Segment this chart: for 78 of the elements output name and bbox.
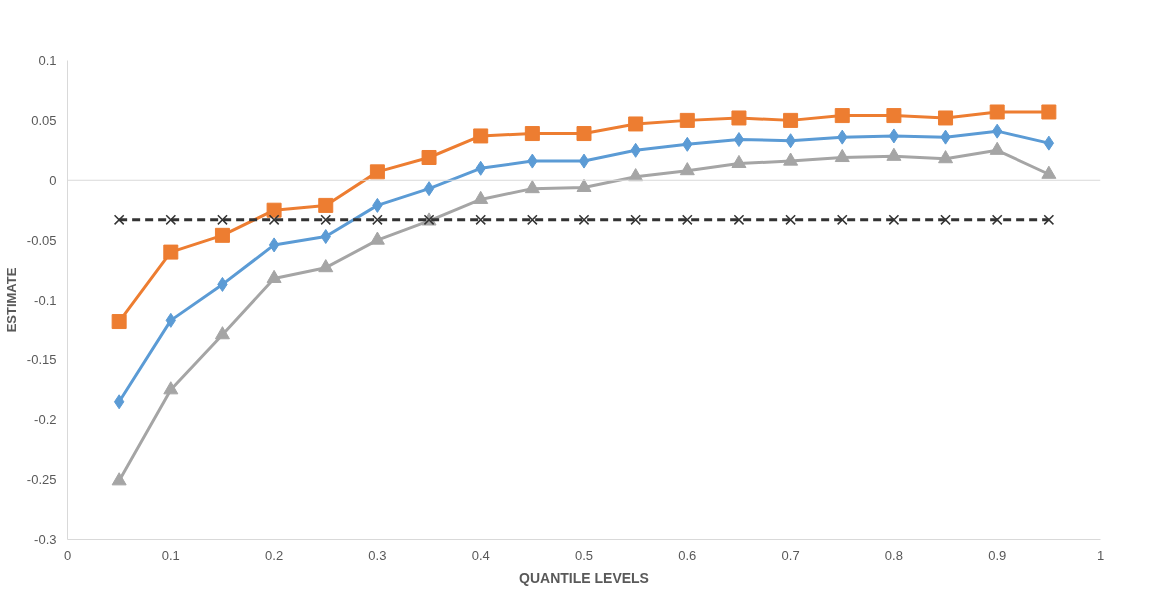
- x-tick-label: 0.2: [265, 547, 284, 563]
- point: [679, 112, 695, 128]
- y-tick-label: -0.25: [26, 472, 57, 488]
- point: [266, 269, 282, 283]
- point: [733, 214, 745, 226]
- x-tick-label: 0: [63, 547, 72, 563]
- x-tick-label: 0.9: [988, 547, 1007, 563]
- point: [214, 227, 230, 243]
- point: [113, 394, 125, 410]
- point: [318, 259, 334, 273]
- x-tick-label: 0.6: [678, 547, 697, 563]
- point: [266, 202, 282, 218]
- point: [731, 110, 747, 126]
- point: [578, 214, 590, 226]
- point: [1043, 135, 1055, 151]
- x-tick-label: 0.3: [368, 547, 387, 563]
- point: [733, 132, 745, 148]
- x-tick-label: 0.5: [574, 547, 594, 563]
- point: [113, 214, 125, 226]
- y-tick-label: 0.1: [38, 53, 57, 68]
- x-tick-label: 0.1: [161, 547, 180, 563]
- point: [473, 128, 489, 144]
- point: [372, 214, 383, 226]
- point: [836, 214, 848, 226]
- x-axis-title: QUANTILE LEVELS: [519, 569, 649, 586]
- point: [163, 244, 179, 260]
- point: [630, 214, 641, 226]
- y-tick-label: -0.2: [34, 412, 57, 428]
- x-tick-label: 0.7: [781, 547, 800, 563]
- point: [886, 108, 902, 124]
- point: [111, 472, 127, 486]
- point: [475, 214, 487, 226]
- y-tick-label: 0: [49, 172, 57, 188]
- point: [524, 180, 540, 194]
- point: [369, 164, 385, 180]
- x-tick-label: 1: [1096, 547, 1105, 563]
- point: [165, 214, 177, 226]
- point: [576, 126, 592, 142]
- point: [268, 237, 280, 253]
- point: [163, 381, 179, 395]
- point: [989, 104, 1005, 120]
- point: [1041, 104, 1057, 120]
- x-tick-label: 0.4: [471, 547, 490, 563]
- point: [888, 214, 900, 226]
- point: [679, 162, 695, 176]
- point: [111, 314, 127, 330]
- point: [320, 214, 332, 226]
- point: [834, 108, 850, 124]
- y-tick-label: -0.3: [34, 532, 57, 547]
- point: [783, 112, 799, 128]
- point: [318, 197, 334, 213]
- point: [991, 214, 1003, 226]
- x-tick-label: 0.8: [884, 547, 903, 563]
- point: [423, 181, 435, 197]
- point: [731, 154, 747, 169]
- point: [681, 214, 693, 226]
- point: [940, 214, 951, 226]
- y-axis-title: ESTIMATE: [3, 267, 19, 333]
- point: [527, 214, 538, 226]
- point: [217, 214, 228, 226]
- y-tick-label: -0.15: [26, 352, 57, 368]
- point: [578, 153, 590, 169]
- point: [834, 148, 850, 163]
- y-tick-label: 0.05: [31, 112, 57, 128]
- y-tick-label: -0.05: [26, 232, 57, 248]
- point: [783, 152, 799, 166]
- point: [421, 150, 437, 165]
- point: [214, 326, 230, 340]
- point: [369, 231, 385, 245]
- point: [524, 126, 540, 142]
- point: [268, 214, 280, 226]
- point: [628, 116, 644, 132]
- point: [785, 214, 796, 226]
- point: [1043, 214, 1055, 226]
- point: [938, 150, 954, 164]
- y-tick-label: -0.1: [34, 292, 57, 308]
- point: [938, 110, 954, 126]
- point: [888, 128, 900, 144]
